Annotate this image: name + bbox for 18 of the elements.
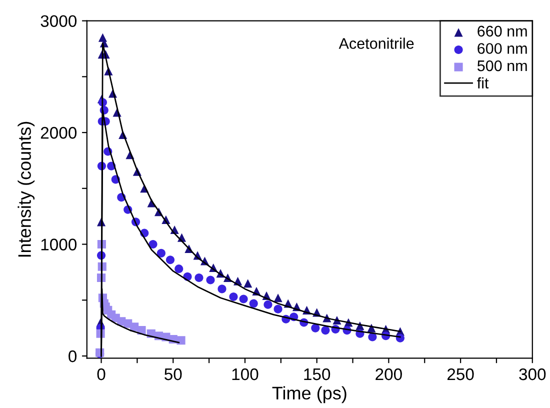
- x-tick-label: 0: [97, 368, 106, 380]
- x-tick-label: 300: [519, 368, 546, 380]
- y-tick-label: 2000: [40, 126, 77, 139]
- x-tick-label: 200: [376, 368, 402, 380]
- legend-label: fit: [477, 77, 489, 88]
- x-tick-label: 150: [304, 368, 330, 380]
- x-tick-label: 100: [232, 368, 258, 380]
- annotation: Acetonitrile: [338, 38, 414, 49]
- y-axis-title: Intensity (counts): [18, 122, 35, 257]
- y-tick-label: 1000: [41, 238, 77, 250]
- x-tick-label: 50: [164, 368, 182, 380]
- legend-label: 600 nm: [478, 43, 527, 54]
- legend-label: 500 nm: [477, 60, 527, 72]
- x-tick-label: 250: [447, 368, 474, 380]
- legend-label: 660 nm: [478, 26, 527, 37]
- y-tick-label: 0: [68, 350, 77, 362]
- y-tick-label: 3000: [40, 15, 77, 28]
- x-axis-title: Time (ps): [272, 386, 346, 404]
